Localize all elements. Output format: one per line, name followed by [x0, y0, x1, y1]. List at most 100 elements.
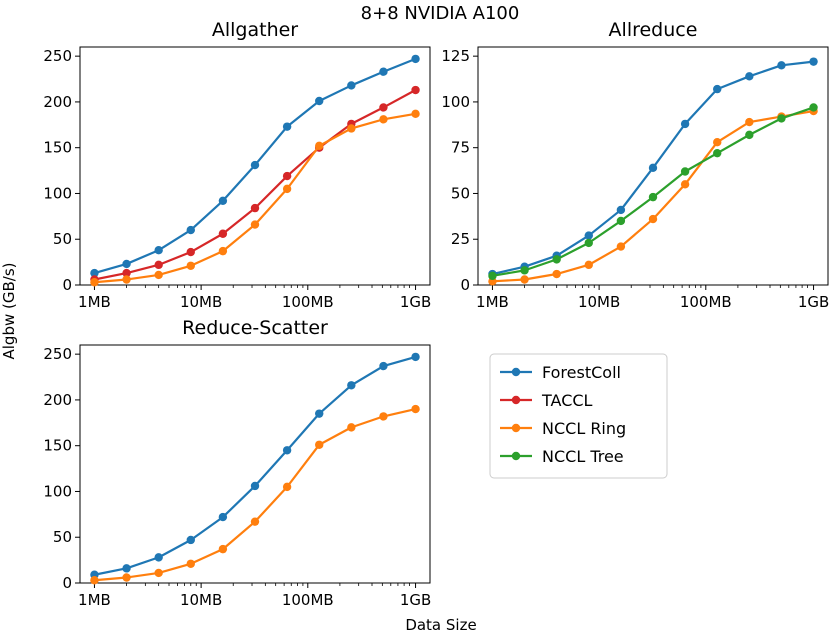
legend-frame: [489, 353, 668, 479]
allgather-taccl-point: [218, 229, 228, 238]
legend-forestcoll-marker: [511, 367, 521, 377]
allgather-taccl-line: [94, 89, 417, 281]
allreduce-nccl-ring-point: [520, 275, 529, 284]
allreduce-nccl-tree-point: [584, 238, 593, 248]
allgather-nccl-ring-point: [379, 115, 388, 124]
legend: ForestColl TACCL NCCL Ring NCCL Tree: [489, 353, 668, 479]
allreduce-nccl-tree-point: [809, 103, 818, 112]
allreduce-forestcoll-point: [777, 61, 786, 70]
allreduce-forestcoll-point: [680, 119, 690, 129]
allgather-forestcoll-point: [90, 268, 99, 278]
allgather-taccl-point: [282, 171, 292, 181]
allgather-ytick-label: 250: [43, 47, 72, 65]
reduce-scatter-nccl-ring-point: [411, 404, 420, 414]
allreduce-nccl-tree-point: [552, 255, 561, 264]
legend-nccl-tree-marker: [511, 451, 521, 461]
allgather-forestcoll-point: [411, 54, 420, 64]
reduce-scatter-forestcoll-point: [379, 361, 388, 371]
figure-title: 8+8 NVIDIA A100: [361, 3, 520, 24]
allgather-forestcoll-point: [122, 259, 131, 269]
reduce-scatter-nccl-ring-point: [90, 576, 99, 585]
allreduce-nccl-tree-line: [492, 106, 814, 277]
allreduce-nccl-tree-point: [680, 167, 690, 176]
reduce-scatter-xtick-label: 10MB: [180, 591, 222, 609]
allreduce-ytick-label: 100: [441, 93, 470, 111]
allreduce-nccl-ring-point: [584, 260, 593, 270]
allreduce-nccl-tree-point: [488, 271, 497, 281]
reduce-scatter-forestcoll-point: [315, 409, 324, 418]
allreduce-axes-frame: [477, 46, 829, 286]
allgather-title: Allgather: [212, 19, 298, 41]
allgather-forestcoll-point: [347, 81, 356, 90]
allreduce-nccl-ring-point: [616, 242, 626, 251]
reduce-scatter-axes-frame: [79, 344, 431, 584]
allgather-axes-frame: [79, 46, 431, 286]
allgather-nccl-ring-point: [250, 220, 260, 229]
allgather-forestcoll-point: [154, 246, 163, 255]
allreduce-forestcoll-point: [584, 231, 593, 240]
allreduce-nccl-ring-point: [745, 117, 754, 127]
reduce-scatter-nccl-ring-point: [282, 482, 292, 492]
allgather-nccl-ring-point: [218, 246, 228, 256]
legend-nccl-ring-label: NCCL Ring: [542, 419, 626, 438]
allreduce-forestcoll-point: [809, 57, 818, 66]
reduce-scatter-ytick-label: 150: [43, 437, 72, 455]
allgather-taccl-point: [154, 260, 163, 270]
allgather-taccl-point: [186, 247, 195, 257]
allgather-forestcoll-point: [315, 96, 324, 106]
allgather-nccl-ring-point: [122, 275, 131, 284]
reduce-scatter-title: Reduce-Scatter: [182, 317, 328, 339]
reduce-scatter-nccl-ring-point: [379, 412, 388, 421]
reduce-scatter-nccl-ring-point: [186, 559, 195, 568]
reduce-scatter-nccl-ring-point: [218, 544, 228, 554]
allreduce-forestcoll-point: [616, 205, 626, 215]
allgather-taccl-point: [250, 203, 260, 213]
allgather-nccl-ring-point: [186, 261, 195, 270]
reduce-scatter-forestcoll-point: [218, 512, 228, 522]
reduce-scatter-ytick-label: 200: [43, 391, 72, 409]
y-axis-label: Algbw (GB/s): [0, 263, 18, 360]
allreduce-nccl-ring-point: [648, 214, 658, 224]
allgather-taccl-point: [122, 268, 131, 278]
allreduce-nccl-tree-point: [648, 192, 658, 202]
allreduce-nccl-tree-point: [713, 148, 722, 158]
reduce-scatter-xtick-label: 100MB: [282, 591, 334, 609]
allgather-forestcoll-point: [250, 160, 260, 170]
allreduce-xtick-label: 10MB: [578, 293, 620, 311]
allgather-ytick-label: 150: [43, 139, 72, 157]
allgather-nccl-ring-point: [411, 109, 420, 119]
allreduce-xtick-label: 100MB: [680, 293, 732, 311]
allgather-forestcoll-point: [282, 122, 292, 131]
reduce-scatter-nccl-ring-point: [250, 517, 260, 526]
allreduce-forestcoll-point: [713, 84, 722, 94]
allreduce-forestcoll-point: [745, 72, 754, 81]
allgather-ytick-label: 50: [53, 230, 72, 248]
allgather-xtick-label: 10MB: [180, 293, 222, 311]
allgather-xtick-label: 1MB: [78, 293, 111, 311]
allgather-nccl-ring-point: [154, 270, 163, 280]
allreduce-xtick-label: 1MB: [476, 293, 509, 311]
allgather-ytick-label: 200: [43, 93, 72, 111]
allgather-nccl-ring-point: [315, 141, 324, 151]
reduce-scatter-xtick-label: 1MB: [78, 591, 111, 609]
reduce-scatter-ytick-label: 250: [43, 345, 72, 363]
allreduce-nccl-tree-point: [520, 266, 529, 275]
reduce-scatter-panel: Reduce-Scatter 0 50 100 150 200 250 1MB 10MB 100M…: [43, 317, 431, 609]
allgather-nccl-ring-point: [282, 184, 292, 194]
reduce-scatter-xtick-label: 1GB: [400, 591, 431, 609]
allgather-nccl-ring-point: [347, 124, 356, 133]
allgather-panel: Allgather 0 50 100 150 200 250 1MB 10MB 100MB 1GB: [43, 19, 431, 311]
allreduce-nccl-ring-point: [552, 269, 561, 279]
reduce-scatter-nccl-ring-point: [315, 440, 324, 449]
allgather-forestcoll-point: [379, 67, 388, 76]
allgather-xtick-label: 100MB: [282, 293, 334, 311]
allreduce-forestcoll-point: [648, 163, 658, 173]
allgather-nccl-ring-point: [90, 278, 99, 287]
reduce-scatter-forestcoll-point: [154, 553, 163, 562]
legend-taccl-marker: [511, 395, 521, 405]
allgather-taccl-point: [379, 103, 388, 112]
allreduce-nccl-ring-point: [713, 138, 722, 147]
allreduce-title: Allreduce: [609, 19, 698, 41]
